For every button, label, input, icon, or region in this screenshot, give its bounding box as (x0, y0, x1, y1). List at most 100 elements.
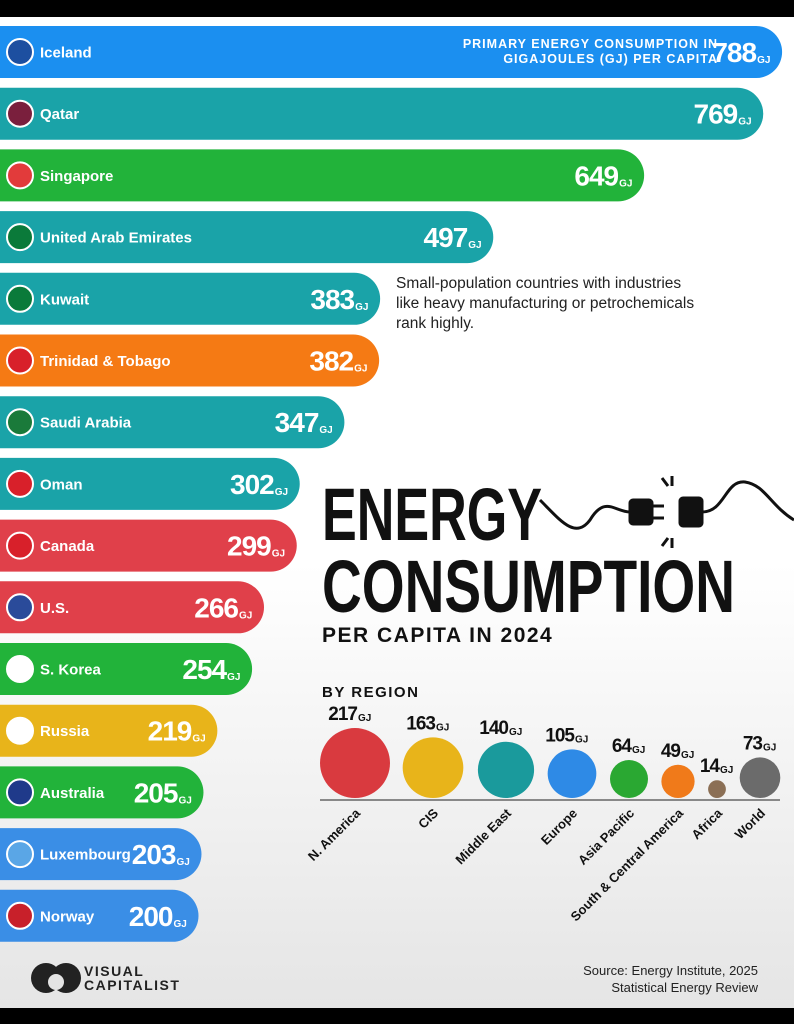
value-label: 266 (194, 592, 238, 623)
value-label: 788 (712, 37, 756, 68)
top-band (0, 0, 794, 17)
unit-label: GJ (632, 745, 645, 756)
spark (660, 476, 674, 548)
value-label: 73 (743, 733, 763, 754)
value-label: 769 (694, 99, 738, 130)
title-group: ENERGY CONSUMPTION PER CAPITA IN 2024 (322, 473, 735, 647)
flag (6, 284, 34, 313)
bar (0, 828, 202, 881)
socket (678, 496, 704, 528)
bar (0, 396, 345, 449)
unit-label: GJ (192, 734, 205, 745)
unit-label: GJ (178, 795, 191, 806)
unit-label: GJ (227, 672, 240, 683)
value-label: 205 (134, 777, 178, 808)
bubble (320, 728, 390, 798)
bar (0, 87, 764, 140)
bar (0, 211, 494, 264)
unit-label: GJ (176, 857, 189, 868)
bottom-band (0, 1008, 794, 1024)
source: Source: Energy Institute, 2025 Statistic… (583, 963, 758, 995)
unit-label: GJ (272, 549, 285, 560)
bar (0, 643, 253, 695)
bar (0, 704, 218, 757)
unit-label: GJ (174, 919, 187, 930)
flag (6, 778, 34, 807)
value-label: 347 (275, 407, 319, 438)
flag (6, 346, 34, 375)
value-label: 105 (545, 725, 575, 746)
category-label: U.S. (40, 600, 69, 617)
category-label: Canada (40, 538, 95, 555)
value-label: 64 (612, 736, 633, 757)
category-label: Trinidad & Tobago (40, 353, 171, 370)
bubble (477, 741, 535, 798)
cable (538, 498, 631, 530)
bubble (547, 749, 597, 799)
bubble (708, 780, 726, 799)
unit-label: GJ (354, 364, 367, 375)
x-tick-label: CIS (415, 805, 441, 831)
unit-label: GJ (763, 742, 776, 753)
value-label: 217 (328, 704, 357, 725)
logo-shape (48, 974, 64, 990)
unit-label: GJ (468, 240, 481, 251)
unit-label: GJ (275, 487, 288, 498)
unit-label: GJ (681, 750, 694, 761)
flag (6, 655, 34, 683)
category-label: Luxembourg (40, 847, 131, 864)
unit-label: GJ (720, 765, 733, 776)
bar (0, 519, 297, 572)
annotation: Small-population countries with industri… (396, 275, 695, 332)
value-label: 649 (574, 160, 618, 191)
x-tick-label: Europe (538, 806, 580, 848)
chart-title: ENERGY (322, 473, 542, 556)
bubble (402, 737, 464, 798)
plug-icon (538, 476, 794, 548)
bubble (610, 760, 648, 798)
bar (0, 457, 300, 510)
category-label: S. Korea (40, 662, 102, 679)
unit-label: GJ (619, 178, 632, 189)
category-label: Qatar (40, 106, 79, 123)
bubble (661, 764, 695, 798)
category-label: Iceland (40, 45, 92, 62)
flag (6, 223, 34, 252)
bar (0, 581, 264, 634)
flag (6, 38, 34, 66)
bar (0, 272, 381, 325)
flag (6, 531, 34, 560)
chart-subtitle: PER CAPITA IN 2024 (322, 624, 553, 647)
value-label: 299 (227, 531, 271, 562)
x-tick-label: World (732, 805, 769, 842)
value-label: 203 (132, 839, 176, 870)
flag (6, 161, 34, 190)
unit-label: GJ (239, 610, 252, 621)
bar (0, 889, 199, 942)
plug (628, 498, 654, 526)
category-label: United Arab Emirates (40, 230, 192, 247)
value-label: 254 (182, 654, 227, 685)
unit-label: GJ (436, 722, 449, 733)
region-title: BY REGION (322, 684, 419, 701)
value-label: 382 (309, 346, 353, 377)
category-label: Norway (40, 908, 95, 925)
value-label: 200 (129, 901, 173, 932)
brand: VISUAL CAPITALIST (84, 963, 181, 993)
unit-label: GJ (509, 727, 522, 738)
value-axis-label: PRIMARY ENERGY CONSUMPTION IN GIGAJOULES… (462, 37, 718, 66)
flag (6, 716, 34, 745)
unit-label: GJ (575, 734, 588, 745)
value-label: 14 (700, 756, 721, 777)
bar (0, 149, 645, 202)
logo-icon (31, 963, 81, 993)
bar (0, 26, 783, 78)
value-label: 219 (148, 716, 192, 747)
x-tick-label: Middle East (452, 805, 514, 867)
flag (6, 593, 34, 622)
category-label: Kuwait (40, 291, 89, 308)
unit-label: GJ (355, 302, 368, 313)
value-label: 383 (310, 284, 354, 315)
x-tick-label: Africa (688, 805, 725, 842)
